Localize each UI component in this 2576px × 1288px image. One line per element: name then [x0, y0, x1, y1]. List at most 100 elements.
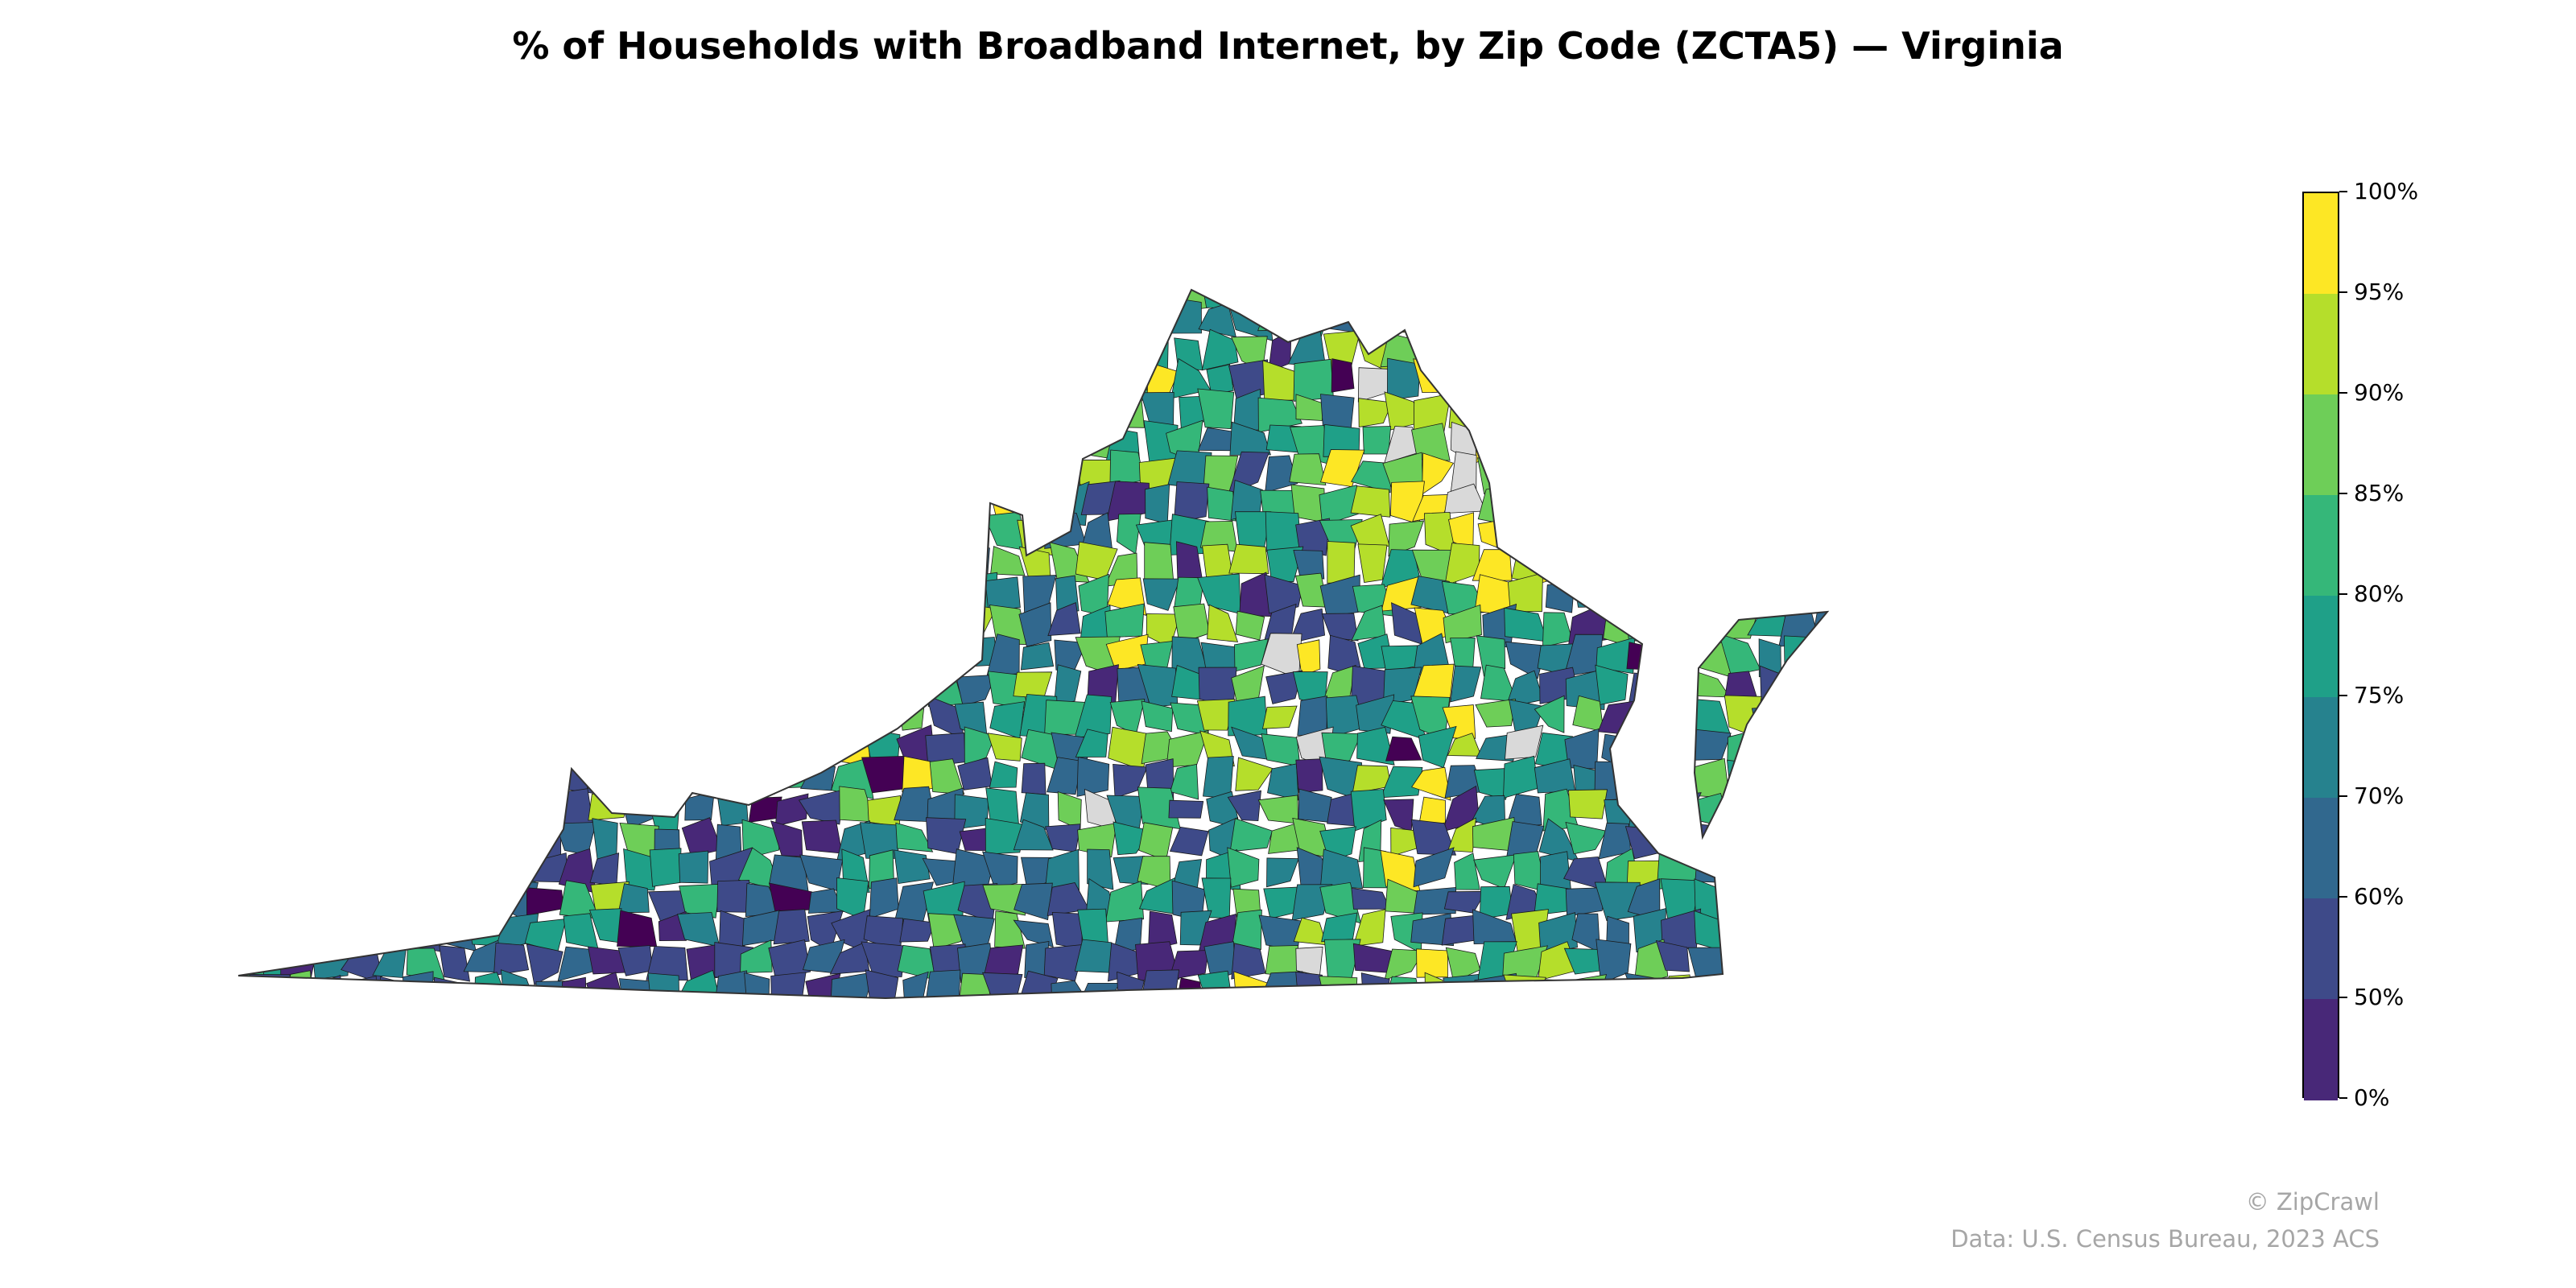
zcta-region: [1722, 483, 1758, 522]
zcta-region: [1112, 290, 1145, 306]
zcta-region: [438, 696, 474, 735]
zcta-region: [1199, 290, 1242, 310]
zcta-region: [555, 694, 592, 741]
zcta-region: [1629, 290, 1664, 303]
zcta-region: [286, 576, 313, 618]
zcta-region: [953, 296, 985, 336]
zcta-region: [238, 786, 255, 819]
zcta-region: [1842, 766, 1882, 802]
zcta-region: [340, 426, 381, 459]
zcta-region: [403, 519, 444, 551]
zcta-region: [930, 637, 958, 671]
zcta-region: [1139, 969, 1180, 998]
colorbar-tick-label: 85%: [2354, 480, 2405, 507]
zcta-region: [280, 608, 325, 639]
zcta-region: [1046, 757, 1082, 795]
colorbar-segment: [2304, 394, 2338, 497]
zcta-region: [468, 859, 502, 886]
zcta-region: [1627, 485, 1671, 526]
zcta-region: [1233, 971, 1274, 998]
zcta-region: [1840, 971, 1880, 1009]
zcta-region: [713, 485, 749, 526]
zcta-region: [862, 485, 906, 518]
zcta-region: [1386, 357, 1421, 401]
zcta-region: [555, 510, 601, 552]
zcta-region: [525, 790, 567, 832]
zcta-region: [432, 830, 478, 862]
zcta-region: [1847, 362, 1882, 394]
zcta-region: [1319, 976, 1358, 998]
zcta-region: [1013, 419, 1059, 457]
zcta-region: [985, 290, 1026, 310]
zcta-region: [1047, 388, 1084, 431]
zcta-region: [288, 732, 320, 766]
zcta-region: [405, 364, 434, 398]
zcta-region: [831, 361, 867, 402]
zcta-region: [279, 786, 316, 827]
zcta-region: [678, 298, 712, 340]
zcta-region: [238, 481, 255, 526]
zcta-region: [1504, 607, 1548, 642]
zcta-region: [238, 392, 262, 435]
zcta-region: [897, 299, 929, 338]
colorbar-tick: [2339, 996, 2347, 998]
zcta-region: [585, 362, 629, 394]
zcta-region: [252, 914, 291, 951]
zcta-region: [1207, 604, 1239, 642]
zcta-region: [1815, 358, 1827, 400]
zcta-region: [498, 1007, 533, 1046]
zcta-region: [1142, 578, 1181, 611]
zcta-region: [586, 1008, 630, 1040]
zcta-region: [374, 359, 410, 394]
zcta-region: [990, 546, 1026, 576]
zcta-region: [1847, 911, 1885, 943]
zcta-region: [839, 302, 868, 336]
zcta-region: [1721, 942, 1752, 976]
watermark-text: © ZipCrawl: [2245, 1188, 2380, 1216]
zcta-region: [1227, 790, 1261, 822]
zcta-region: [467, 420, 500, 465]
zcta-region: [314, 298, 343, 335]
zcta-region: [1843, 481, 1883, 514]
zcta-region: [926, 817, 967, 855]
zcta-region: [1141, 290, 1180, 312]
zcta-region: [1020, 642, 1055, 671]
zcta-region: [1541, 364, 1578, 398]
zcta-region: [808, 328, 836, 366]
zcta-region: [468, 455, 502, 483]
zcta-region: [588, 452, 625, 495]
zcta-region: [624, 423, 654, 466]
zcta-region: [558, 664, 598, 703]
zcta-region: [991, 332, 1029, 371]
zcta-region: [1810, 949, 1827, 985]
zcta-region: [1727, 759, 1761, 794]
zcta-region: [1718, 913, 1762, 954]
zcta-region: [1750, 303, 1785, 343]
zcta-region: [778, 481, 811, 521]
zcta-region: [496, 822, 536, 861]
zcta-region: [1568, 789, 1608, 819]
zcta-region: [375, 290, 405, 308]
zcta-region: [1810, 338, 1827, 369]
zcta-region: [1545, 581, 1575, 613]
zcta-region: [238, 853, 251, 885]
zcta-region: [238, 755, 263, 801]
zcta-region: [291, 880, 324, 923]
zcta-region: [223, 1008, 263, 1036]
zcta-region: [1538, 521, 1576, 557]
zcta-region: [1227, 847, 1260, 888]
zcta-region: [436, 636, 477, 679]
zcta-region: [309, 817, 356, 855]
zcta-region: [287, 298, 316, 338]
zcta-region: [1384, 948, 1425, 980]
zcta-region: [1138, 822, 1174, 861]
zcta-region: [987, 733, 1022, 762]
zcta-region: [341, 581, 380, 613]
zcta-region: [1721, 852, 1758, 894]
zcta-region: [238, 911, 262, 952]
zcta-region: [250, 818, 289, 861]
zcta-region: [740, 1001, 783, 1041]
zcta-region: [646, 552, 683, 583]
zcta-region: [1014, 290, 1052, 307]
zcta-region: [678, 572, 716, 614]
